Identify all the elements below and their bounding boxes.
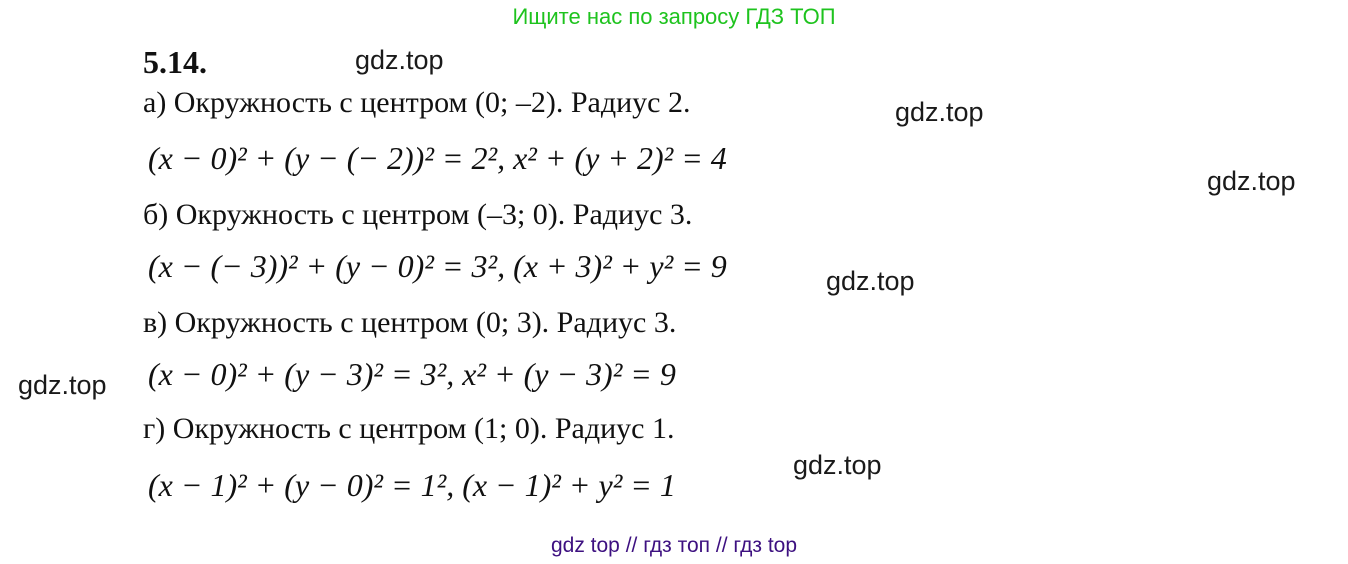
footer-links: gdz top // гдз топ // гдз top [550,534,798,557]
part-a-equation: (x − 0)² + (y − (− 2))² = 2², x² + (y + … [148,140,727,176]
part-d-equation: (x − 1)² + (y − 0)² = 1², (x − 1)² + y² … [148,467,676,503]
part-c-heading: в) Окружность с центром (0; 3). Радиус 3… [143,306,677,339]
part-a-heading: а) Окружность с центром (0; –2). Радиус … [143,86,691,119]
part-b-equation: (x − (− 3))² + (y − 0)² = 3², (x + 3)² +… [148,248,727,284]
watermark: gdz.top [355,45,444,75]
watermark: gdz.top [18,370,107,400]
watermark: gdz.top [793,450,882,480]
part-b-heading: б) Окружность с центром (–3; 0). Радиус … [143,198,693,231]
part-c-equation: (x − 0)² + (y − 3)² = 3², x² + (y − 3)² … [148,356,676,392]
search-banner: Ищите нас по запросу ГДЗ ТОП [512,4,836,29]
watermark: gdz.top [826,266,915,296]
watermark: gdz.top [895,97,984,127]
watermark: gdz.top [1207,166,1296,196]
problem-number: 5.14. [143,44,207,80]
part-d-heading: г) Окружность с центром (1; 0). Радиус 1… [143,412,675,445]
